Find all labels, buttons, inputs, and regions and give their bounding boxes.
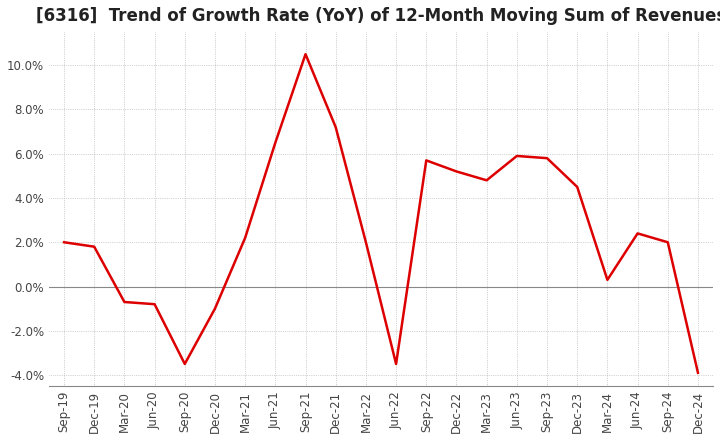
Title: [6316]  Trend of Growth Rate (YoY) of 12-Month Moving Sum of Revenues: [6316] Trend of Growth Rate (YoY) of 12-… bbox=[36, 7, 720, 25]
